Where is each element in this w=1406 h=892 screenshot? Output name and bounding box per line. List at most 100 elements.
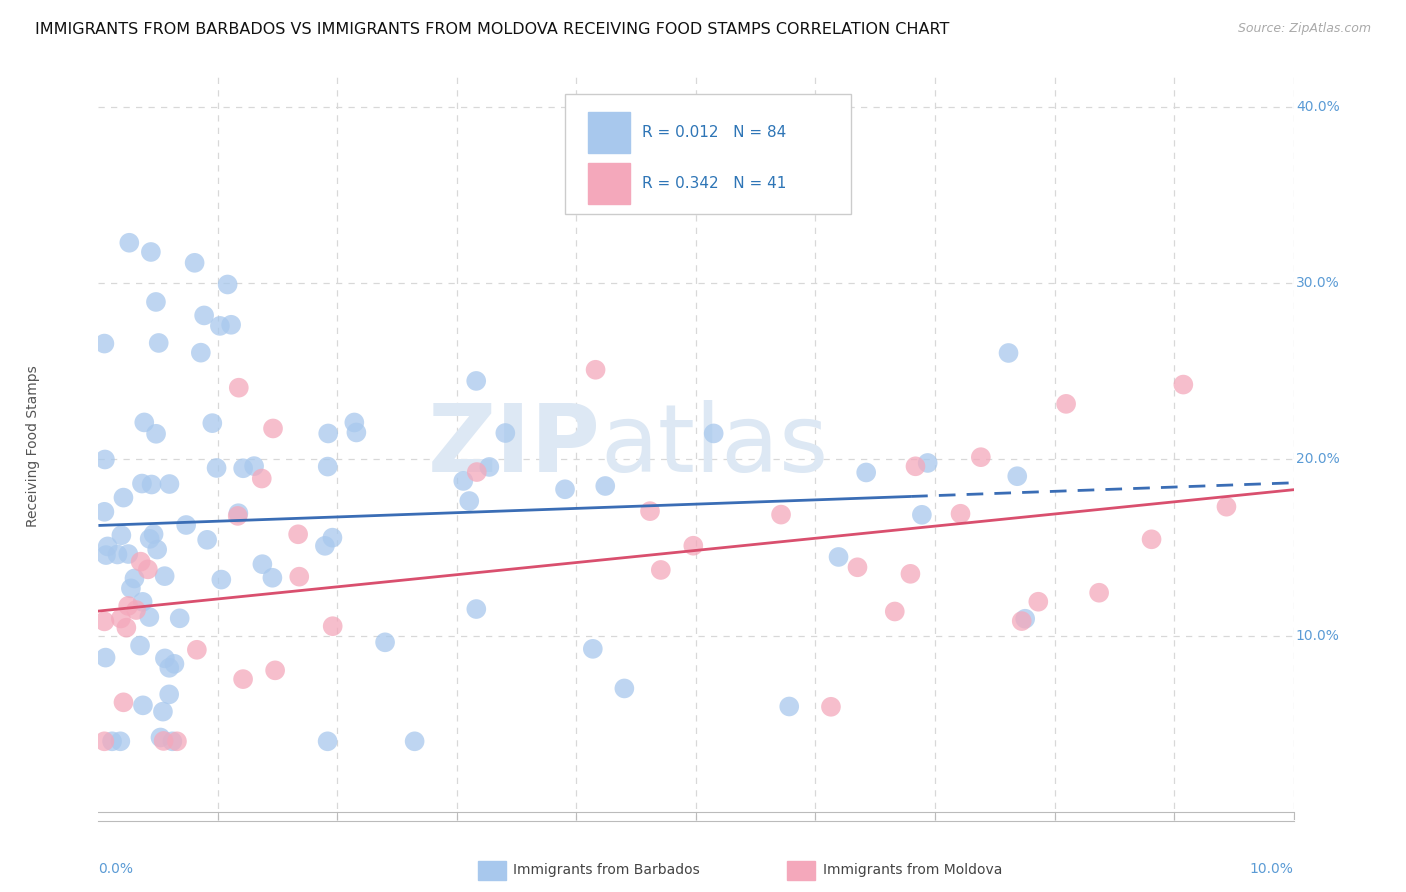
Point xyxy=(949,507,972,521)
Point xyxy=(232,672,254,686)
Point xyxy=(703,426,725,441)
Point xyxy=(149,731,172,745)
Point xyxy=(183,256,205,270)
Point xyxy=(112,695,135,709)
Point xyxy=(554,483,576,497)
Point xyxy=(453,474,475,488)
Point xyxy=(243,459,266,474)
Point xyxy=(1088,585,1111,599)
Point xyxy=(159,477,181,491)
Point xyxy=(1054,397,1077,411)
Point xyxy=(321,531,343,545)
Point xyxy=(190,345,212,359)
Text: 10.0%: 10.0% xyxy=(1250,862,1294,876)
Point xyxy=(148,335,170,350)
Text: atlas: atlas xyxy=(600,400,828,492)
Point xyxy=(93,505,115,519)
Point xyxy=(602,181,624,195)
Point xyxy=(138,532,160,546)
Point xyxy=(142,527,165,541)
Point xyxy=(219,318,242,332)
Point xyxy=(1140,533,1163,547)
Point xyxy=(157,687,180,701)
Point xyxy=(141,477,163,491)
Point xyxy=(134,416,156,430)
Point xyxy=(132,698,155,713)
Point xyxy=(94,548,117,562)
Point xyxy=(770,508,793,522)
Point xyxy=(997,346,1019,360)
Point xyxy=(262,421,284,435)
Point xyxy=(343,416,366,430)
Point xyxy=(145,426,167,441)
Point xyxy=(404,734,426,748)
Point xyxy=(110,734,132,748)
Point xyxy=(613,681,636,696)
Point xyxy=(778,699,800,714)
Point xyxy=(94,650,117,665)
FancyBboxPatch shape xyxy=(565,94,852,214)
Point xyxy=(117,547,139,561)
Text: Receiving Food Stamps: Receiving Food Stamps xyxy=(25,365,39,527)
Text: ZIP: ZIP xyxy=(427,400,600,492)
Point xyxy=(217,277,239,292)
Point xyxy=(465,465,488,479)
Point xyxy=(131,476,153,491)
Point xyxy=(228,381,250,395)
Bar xyxy=(589,112,630,153)
Point xyxy=(93,734,115,748)
Point xyxy=(316,734,339,748)
Point xyxy=(120,582,142,596)
Point xyxy=(883,605,905,619)
Point xyxy=(157,661,180,675)
Point xyxy=(582,641,605,656)
Point xyxy=(970,450,993,465)
Bar xyxy=(589,162,630,203)
Point xyxy=(152,705,174,719)
Point xyxy=(208,318,231,333)
Point xyxy=(228,506,250,520)
Point xyxy=(593,479,616,493)
Point xyxy=(124,571,146,585)
Point xyxy=(153,569,176,583)
Point xyxy=(262,571,284,585)
Point xyxy=(118,235,141,250)
Point xyxy=(93,336,115,351)
Point xyxy=(129,555,152,569)
Point xyxy=(205,461,228,475)
Text: R = 0.012   N = 84: R = 0.012 N = 84 xyxy=(643,125,786,140)
Point xyxy=(107,548,129,562)
Point xyxy=(846,560,869,574)
Point xyxy=(131,595,153,609)
Point xyxy=(374,635,396,649)
Point xyxy=(1026,595,1049,609)
Point xyxy=(250,471,273,485)
Point xyxy=(115,621,138,635)
Text: R = 0.342   N = 41: R = 0.342 N = 41 xyxy=(643,176,786,191)
Point xyxy=(129,639,152,653)
Text: Source: ZipAtlas.com: Source: ZipAtlas.com xyxy=(1237,22,1371,36)
Point xyxy=(264,664,287,678)
Point xyxy=(1173,377,1195,392)
Point xyxy=(152,734,174,748)
Point xyxy=(125,603,148,617)
Point xyxy=(494,425,516,440)
Point xyxy=(1011,614,1033,628)
Point xyxy=(226,508,249,523)
Point xyxy=(1014,612,1036,626)
Point xyxy=(97,540,120,554)
Point xyxy=(195,533,218,547)
Point xyxy=(287,527,309,541)
Point xyxy=(855,466,877,480)
Point xyxy=(682,539,704,553)
Point xyxy=(650,563,672,577)
Point xyxy=(465,374,488,388)
Point xyxy=(146,542,169,557)
Point xyxy=(344,425,367,440)
Point xyxy=(112,491,135,505)
Point xyxy=(314,539,336,553)
Point xyxy=(201,416,224,430)
Text: Immigrants from Moldova: Immigrants from Moldova xyxy=(823,863,1002,877)
Point xyxy=(820,699,842,714)
Point xyxy=(93,615,115,629)
